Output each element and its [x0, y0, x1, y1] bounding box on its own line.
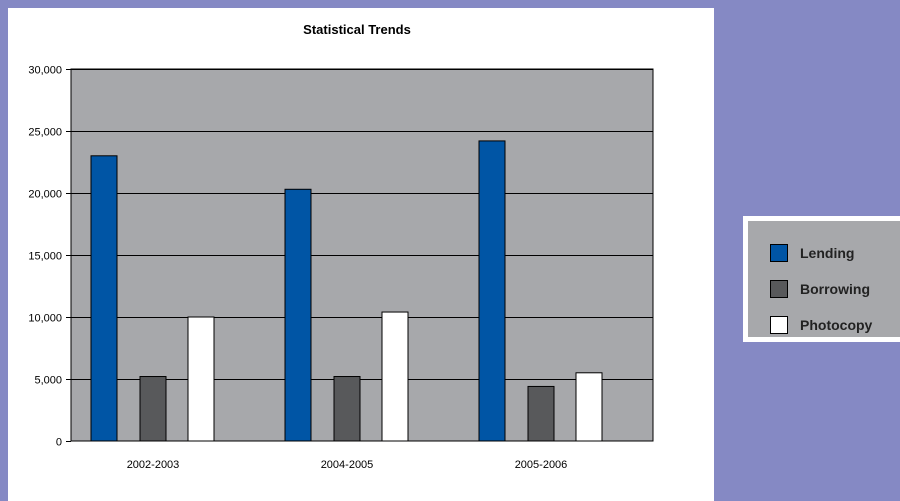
bar-photocopy-2005-2006	[576, 373, 602, 441]
y-tick-label: 0	[56, 437, 62, 449]
legend-label-lending: Lending	[800, 245, 854, 261]
plot-area: 0 5,000 10,000 15,000 20,000 25,000 30,000 2002…	[28, 65, 653, 472]
bar-chart: Statistical Trends 0 5,000 10,000 15,000 20,…	[8, 8, 714, 501]
y-tick-label: 5,000	[34, 375, 62, 387]
bar-lending-2002-2003	[91, 156, 117, 441]
bar-lending-2004-2005	[285, 189, 311, 441]
legend-box: Lending Borrowing Photocopy	[748, 221, 900, 337]
x-tick-label: 2005-2006	[515, 459, 568, 471]
bar-borrowing-2005-2006	[528, 386, 554, 441]
chart-title: Statistical Trends	[303, 22, 411, 37]
chart-panel: Statistical Trends 0 5,000 10,000 15,000 20,…	[8, 8, 714, 501]
legend-label-borrowing: Borrowing	[800, 281, 870, 297]
legend-item-borrowing: Borrowing	[748, 271, 900, 307]
legend-swatch-photocopy	[770, 316, 788, 334]
x-tick-label: 2004-2005	[321, 459, 374, 471]
legend-swatch-lending	[770, 244, 788, 262]
y-tick-label: 30,000	[28, 65, 62, 77]
legend-item-photocopy: Photocopy	[748, 307, 900, 343]
bar-photocopy-2004-2005	[382, 312, 408, 441]
legend-label-photocopy: Photocopy	[800, 317, 872, 333]
bar-borrowing-2004-2005	[334, 377, 360, 441]
y-tick-label: 15,000	[28, 251, 62, 263]
legend-item-lending: Lending	[748, 235, 900, 271]
bar-borrowing-2002-2003	[140, 377, 166, 441]
y-tick-label: 25,000	[28, 127, 62, 139]
legend-swatch-borrowing	[770, 280, 788, 298]
bar-photocopy-2002-2003	[188, 317, 214, 441]
y-tick-label: 10,000	[28, 313, 62, 325]
bar-lending-2005-2006	[479, 141, 505, 441]
x-tick-label: 2002-2003	[127, 459, 180, 471]
y-tick-label: 20,000	[28, 189, 62, 201]
legend: Lending Borrowing Photocopy	[743, 216, 900, 342]
